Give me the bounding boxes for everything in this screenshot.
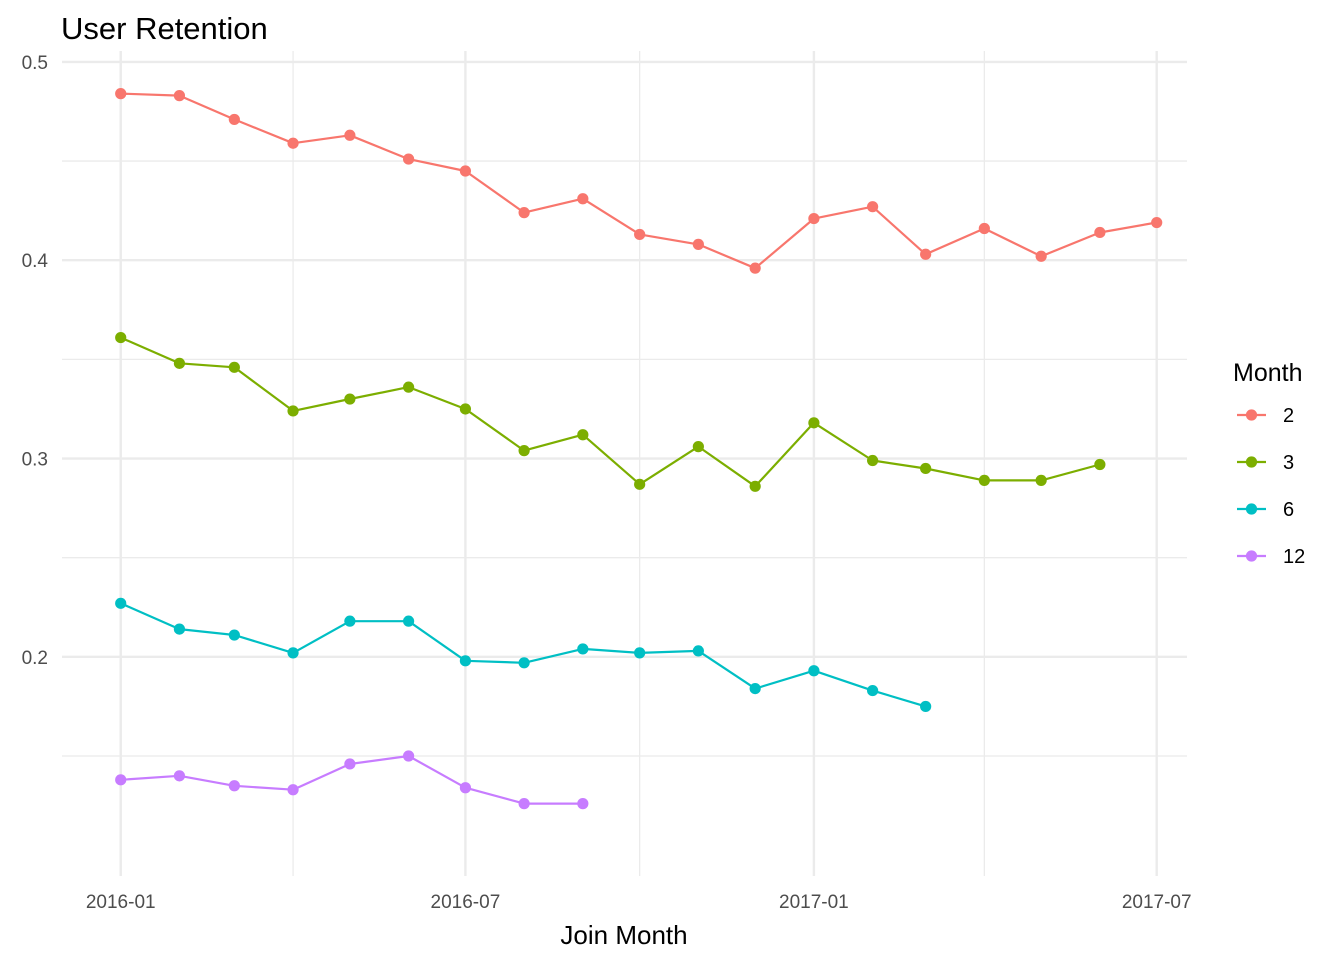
legend-label: 6	[1283, 499, 1294, 521]
data-point	[692, 441, 704, 453]
data-point	[577, 643, 589, 655]
x-tick-label: 2017-07	[1122, 892, 1192, 913]
data-point	[867, 454, 879, 467]
legend-item-12: 12	[1237, 546, 1305, 568]
data-point	[173, 623, 186, 635]
data-point	[867, 684, 879, 697]
data-point	[115, 88, 127, 100]
data-point	[808, 665, 820, 677]
data-point	[228, 361, 240, 373]
data-point	[920, 462, 932, 475]
data-point	[228, 629, 240, 641]
y-axis-ticks: 0.2 0.3 0.4 0.5	[22, 53, 49, 669]
data-point	[577, 798, 589, 810]
legend: Month 2 3 6 12	[1233, 359, 1305, 568]
data-point	[287, 647, 299, 659]
data-point	[344, 393, 356, 405]
x-axis-title: Join Month	[560, 920, 687, 950]
data-point	[459, 655, 472, 667]
x-tick-label: 2017-01	[779, 892, 849, 913]
data-point	[402, 381, 415, 393]
data-point	[1094, 458, 1106, 471]
data-point	[115, 597, 127, 609]
data-point	[1094, 226, 1106, 239]
data-point	[920, 248, 932, 260]
legend-label: 2	[1283, 405, 1294, 427]
data-point	[344, 129, 356, 141]
data-point	[577, 193, 589, 205]
data-point	[808, 212, 820, 225]
legend-label: 3	[1283, 452, 1294, 474]
data-point	[692, 645, 704, 657]
data-point	[577, 429, 589, 441]
legend-item-2: 2	[1237, 405, 1294, 427]
data-point	[115, 331, 127, 344]
chart-title: User Retention	[61, 11, 268, 46]
y-tick-label: 0.4	[22, 251, 49, 272]
series-6	[115, 597, 932, 713]
legend-title: Month	[1233, 359, 1302, 387]
data-point	[459, 782, 472, 794]
x-axis-title-group: Join Month	[560, 920, 687, 950]
data-point	[808, 417, 820, 429]
data-point	[173, 90, 186, 102]
grid	[62, 51, 1187, 876]
data-point	[518, 207, 530, 219]
data-point	[634, 647, 646, 659]
y-tick-label: 0.2	[22, 648, 48, 669]
legend-key-point	[1245, 409, 1258, 421]
chart-title-group: User Retention	[61, 11, 268, 46]
data-point	[402, 750, 415, 762]
series-lines	[115, 88, 1163, 810]
y-tick-label: 0.5	[22, 53, 48, 74]
data-point	[1035, 250, 1047, 262]
data-point	[459, 403, 472, 415]
data-point	[115, 774, 127, 786]
data-point	[344, 758, 356, 770]
data-point	[749, 480, 761, 492]
data-point	[634, 228, 646, 241]
legend-item-6: 6	[1237, 499, 1294, 521]
data-point	[920, 700, 932, 713]
legend-key-point	[1245, 503, 1258, 515]
data-point	[518, 657, 530, 669]
data-point	[692, 238, 704, 250]
data-point	[978, 222, 990, 235]
data-point	[287, 784, 299, 796]
data-point	[173, 357, 186, 369]
data-point	[867, 201, 879, 213]
data-point	[634, 478, 646, 490]
data-point	[228, 780, 240, 792]
series-2	[115, 88, 1163, 274]
data-point	[344, 615, 356, 627]
x-tick-label: 2016-01	[86, 892, 156, 913]
legend-key-point	[1245, 550, 1258, 562]
data-point	[459, 165, 472, 177]
series-line-6	[119, 602, 927, 708]
data-point	[402, 615, 415, 627]
data-point	[228, 113, 240, 126]
legend-key-point	[1245, 456, 1258, 468]
data-point	[978, 474, 990, 486]
series-line-3	[119, 336, 1102, 488]
data-point	[749, 262, 761, 274]
legend-item-3: 3	[1237, 452, 1294, 474]
legend-label: 12	[1283, 546, 1305, 568]
data-point	[402, 153, 415, 165]
series-12	[115, 750, 589, 810]
data-point	[1035, 474, 1047, 486]
data-point	[749, 682, 761, 695]
data-point	[287, 137, 299, 149]
data-point	[287, 405, 299, 417]
data-point	[518, 445, 530, 457]
series-3	[115, 331, 1106, 492]
x-axis-ticks: 2016-01 2016-07 2017-01 2017-07	[86, 892, 1192, 913]
data-point	[1151, 216, 1163, 229]
data-point	[173, 770, 186, 782]
data-point	[518, 798, 530, 810]
x-tick-label: 2016-07	[431, 892, 501, 913]
y-tick-label: 0.3	[22, 450, 48, 471]
series-line-2	[119, 92, 1158, 270]
